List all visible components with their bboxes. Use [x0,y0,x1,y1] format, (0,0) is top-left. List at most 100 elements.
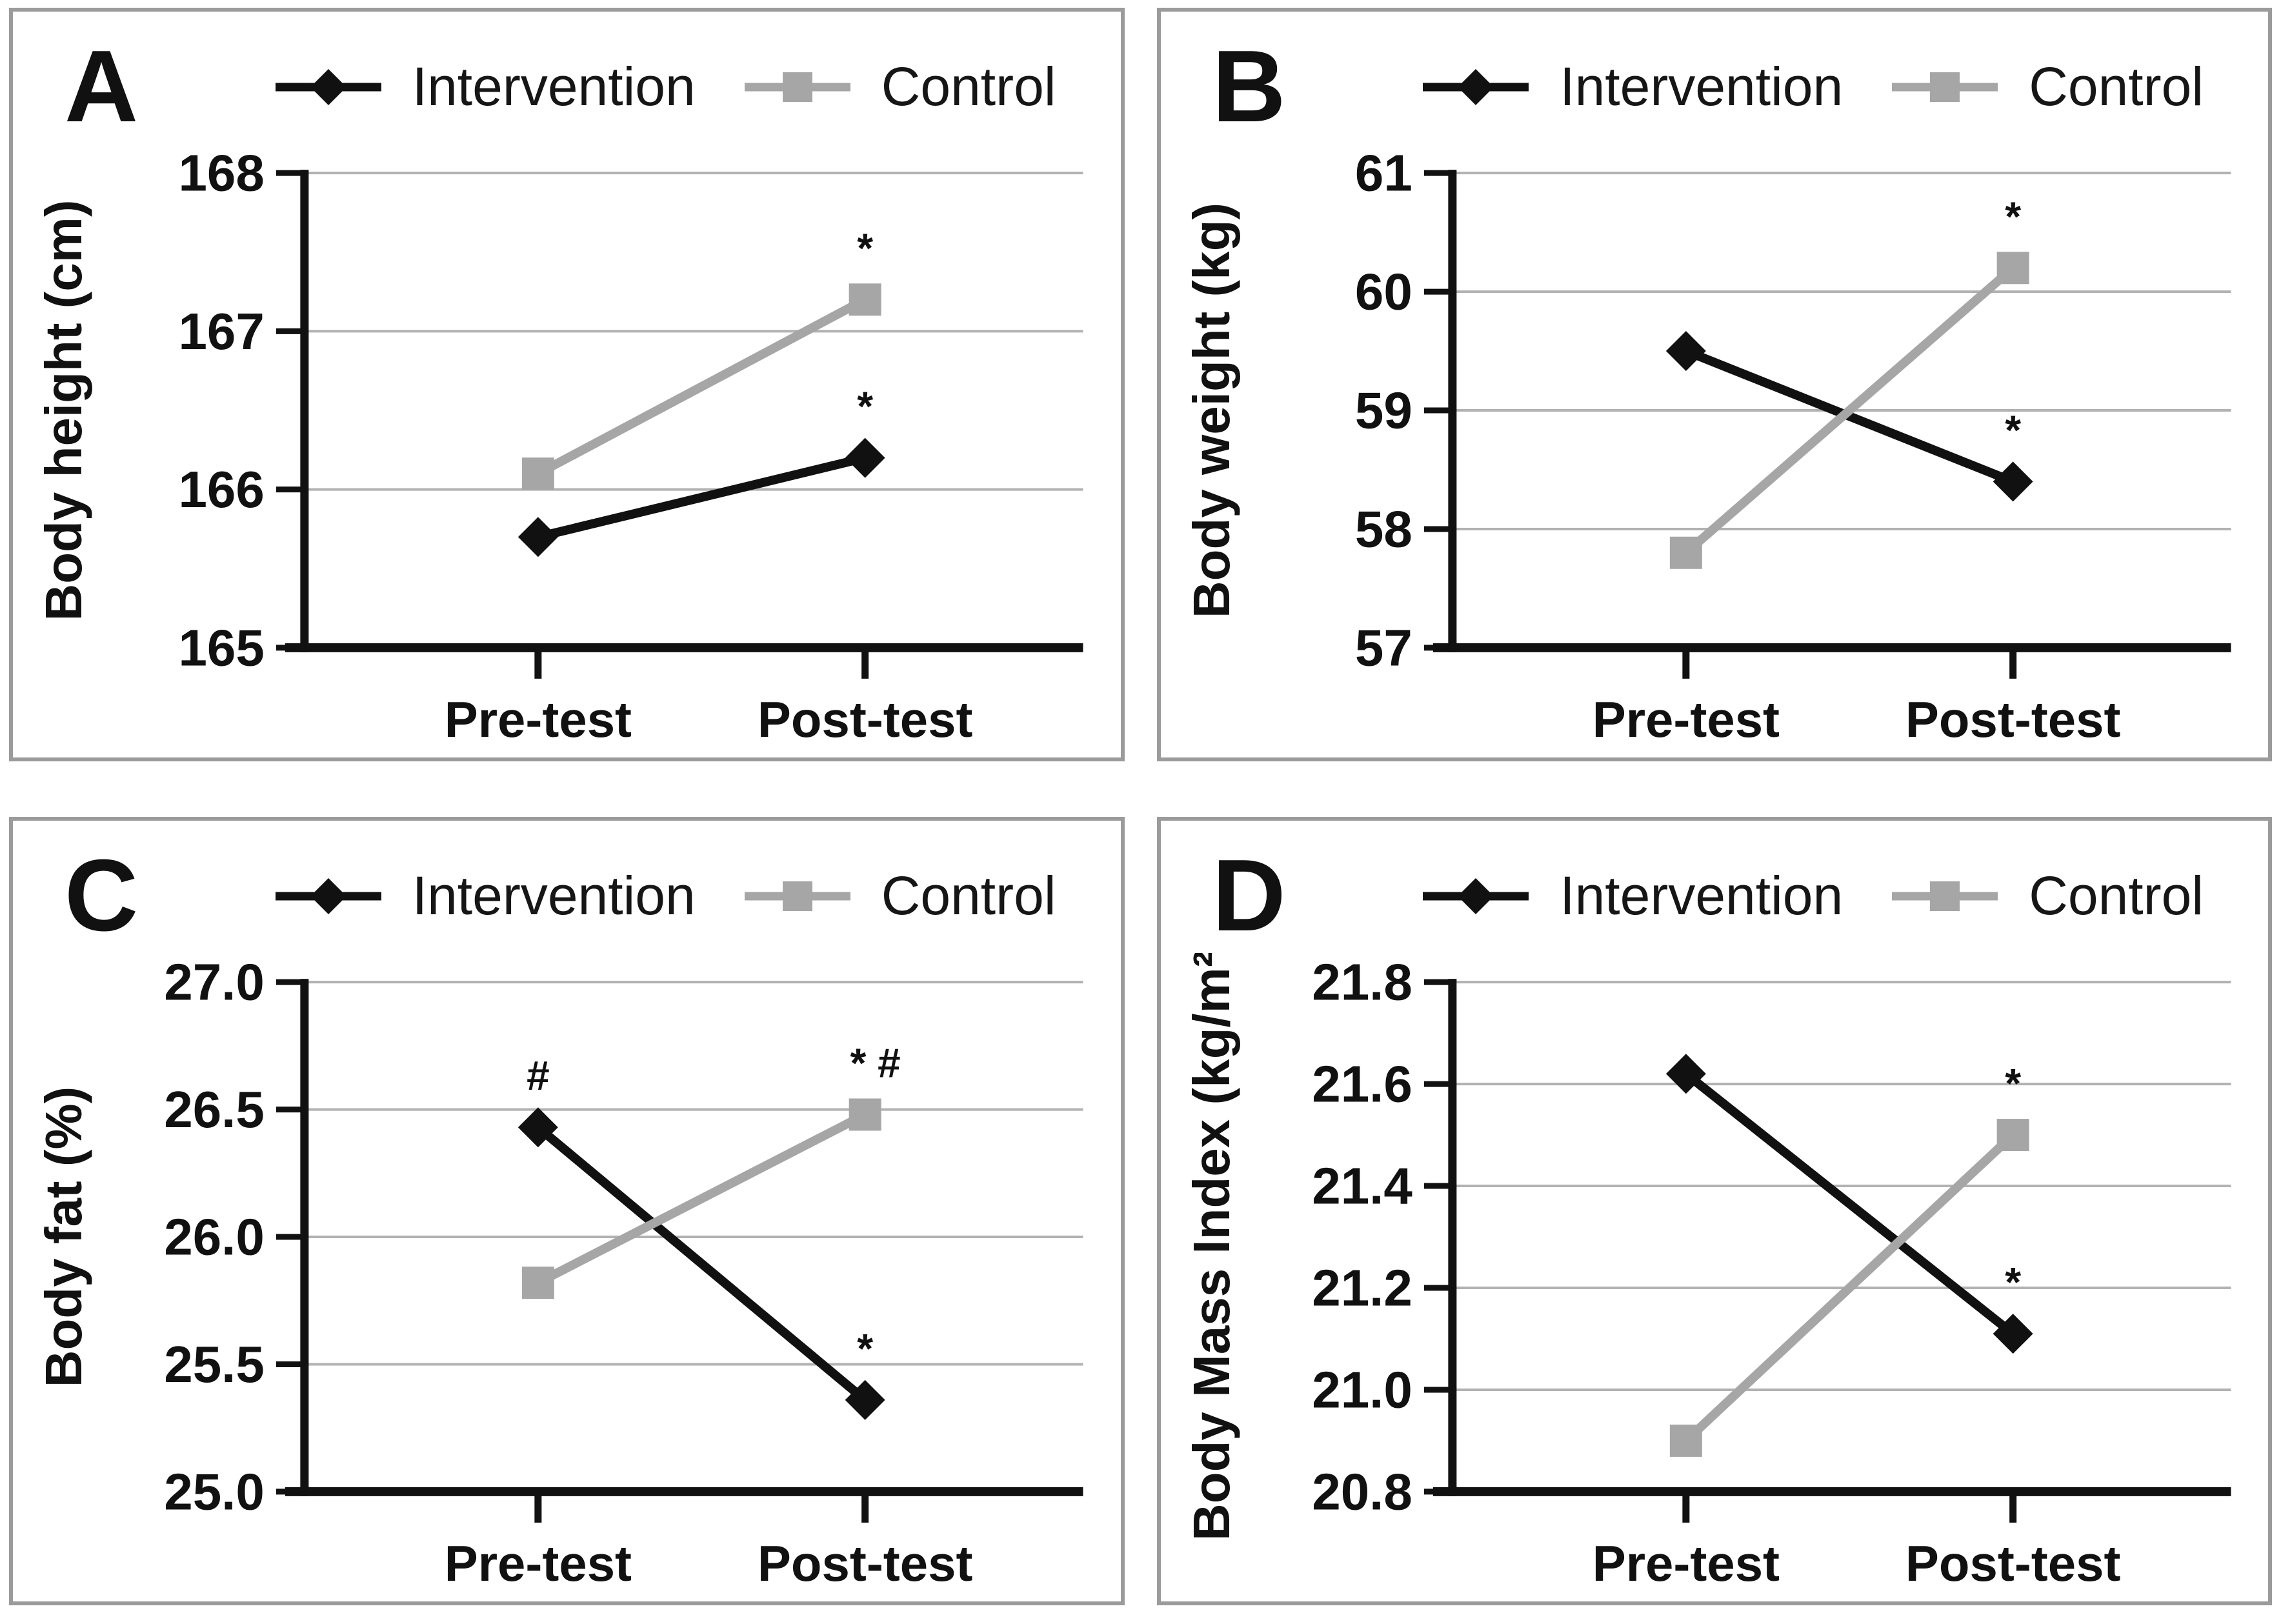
y-tick-label: 168 [178,145,264,202]
significance-label: * [2005,193,2021,239]
legend: Intervention Control [1420,55,2204,118]
square-marker [521,1267,554,1299]
y-tick-label: 57 [1354,619,1412,676]
y-axis-title: Body fat (%) [35,1087,92,1387]
y-tick-label: 25.0 [164,1463,265,1520]
diamond-marker [1665,1054,1706,1094]
legend-label-intervention: Intervention [412,56,696,117]
y-axis-title: Body height (cm) [35,199,92,621]
significance-label: * [2005,1259,2021,1305]
legend-item-intervention: Intervention [273,865,696,927]
chart-body-weight: 57 58 59 60 61 Pre-test Post-test Body weight (… [1182,145,2231,748]
panel-b: B Intervention Control 57 [1156,8,2272,761]
series-line-intervention [535,1123,869,1404]
significance-label: * [2005,1060,2021,1107]
y-tick-label: 26.5 [164,1081,265,1138]
y-tick-label: 21.6 [1312,1056,1412,1113]
significance-label: # [527,1052,550,1099]
legend-label-intervention: Intervention [1560,56,1844,117]
y-tick-label: 61 [1354,145,1412,202]
significance-label: * [2005,406,2021,453]
panel-b-header: B Intervention Control [1161,12,2269,144]
square-marker [1669,1424,1702,1457]
legend-item-control: Control [742,55,1056,118]
x-category-label: Pre-test [445,691,632,748]
diamond-marker [845,437,885,478]
significance-label: * [857,1325,873,1372]
legend-marker-intervention-icon [1423,877,1529,914]
x-category-label: Pre-test [1592,691,1779,748]
panel-c-header: C Intervention Control [13,821,1121,953]
significance-label: * [857,225,873,271]
legend-label-control: Control [2029,56,2204,117]
significance-label: * [857,383,873,430]
x-category-label: Pre-test [1592,1535,1779,1592]
significance-label: * # [850,1039,901,1086]
panel-c: C Intervention Control 25 [9,817,1125,1605]
y-tick-label: 25.5 [164,1336,265,1393]
square-marker [1996,1119,2029,1152]
legend-item-intervention: Intervention [273,55,696,118]
legend-label-intervention: Intervention [412,865,696,926]
y-tick-label: 20.8 [1312,1463,1412,1520]
x-category-label: Post-test [758,691,973,748]
series-line-control [536,1110,867,1287]
panel-a: A Intervention Control 16 [9,8,1125,761]
x-category-label: Post-test [758,1535,973,1592]
y-tick-label: 166 [178,461,264,518]
y-tick-label: 60 [1354,263,1412,321]
panel-letter: C [65,839,139,953]
y-tick-label: 58 [1354,500,1412,557]
panel-letter: A [65,30,139,144]
chart-body-fat: 25.0 25.5 26.0 26.5 27.0 Pre-test Post-test Bod… [35,954,1083,1592]
diamond-marker [517,517,558,557]
x-category-label: Post-test [1905,691,2120,748]
legend-item-intervention: Intervention [1420,865,1843,927]
y-tick-label: 59 [1354,382,1412,439]
legend-marker-intervention-icon [1423,68,1529,105]
y-tick-label: 21.8 [1312,954,1412,1011]
y-tick-label: 21.4 [1312,1158,1412,1215]
series-line-control [1682,265,2016,557]
legend-marker-intervention-icon [275,877,381,914]
legend-label-intervention: Intervention [1560,865,1844,926]
y-tick-label: 26.0 [164,1208,265,1266]
diamond-marker [1993,1314,2033,1354]
legend: Intervention Control [273,55,1056,118]
legend: Intervention Control [273,865,1056,927]
series-line-intervention [1683,1070,2016,1338]
y-tick-label: 165 [178,619,264,676]
diamond-marker [517,1107,558,1148]
legend-marker-control-icon [1892,72,1998,102]
x-category-label: Post-test [1905,1535,2120,1592]
legend-marker-intervention-icon [275,68,381,105]
series-line-control [1682,1131,2016,1445]
panel-letter: D [1212,839,1286,953]
square-marker [849,283,881,316]
square-marker [1669,536,1702,569]
panel-d: D Intervention Control 20 [1156,817,2272,1605]
legend: Intervention Control [1420,865,2204,927]
square-marker [1996,252,2029,285]
square-marker [849,1098,881,1131]
panel-a-header: A Intervention Control [13,12,1121,144]
y-axis-title: Body weight (kg) [1182,203,1240,618]
y-axis-title: Body Mass Index (kg/m²) [1182,953,1240,1541]
panel-letter: B [1212,30,1286,144]
series-line-control [536,296,867,478]
legend-item-control: Control [1889,865,2204,927]
legend-label-control: Control [2029,865,2204,926]
y-tick-label: 167 [178,303,264,360]
y-tick-label: 21.0 [1312,1361,1412,1418]
x-category-label: Pre-test [445,1535,632,1592]
y-tick-label: 27.0 [164,954,265,1011]
legend-marker-control-icon [744,881,850,911]
legend-marker-control-icon [1892,881,1998,911]
legend-item-control: Control [1889,55,2204,118]
series-line-intervention [537,453,867,542]
chart-body-height: 165 166 167 168 Pre-test Post-test Body height… [35,145,1083,748]
legend-label-control: Control [881,56,1056,117]
y-tick-label: 21.2 [1312,1259,1412,1316]
diamond-marker [1993,461,2033,502]
